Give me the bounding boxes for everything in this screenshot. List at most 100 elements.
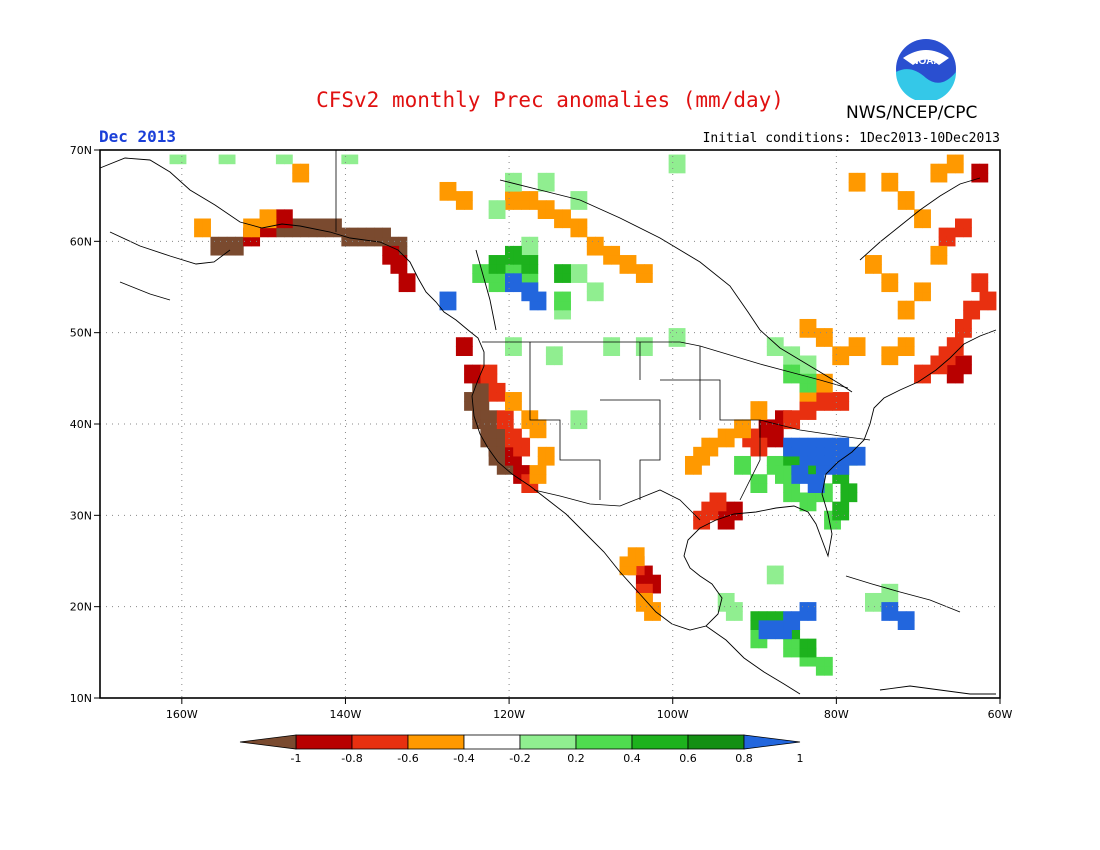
anomaly-cell-orange-dry [815,382,825,393]
latitude-labels: 70N 60N 50N 40N 30N 20N 10N [70,144,100,705]
anomaly-cell-green [799,382,809,393]
anomaly-cell-orange-red [963,227,972,238]
anomaly-cell-orange-red [709,501,719,512]
anomaly-cell-dark-green [554,264,563,274]
anomaly-cell-west-coast-dry [480,410,490,420]
anomaly-cell-west-red [464,373,473,384]
lat-label: 50N [70,327,92,340]
anomaly-cell-green [799,656,809,667]
anomaly-cell-orange-red [496,410,506,420]
anomaly-cell-alaska-dry [341,236,351,247]
colorbar-tick-label: 0.2 [567,752,585,765]
anomaly-cell-orange-red [946,337,956,347]
colorbar-tick-label: 0.8 [735,752,753,765]
anomaly-cell-orange-red [521,437,531,448]
anomaly-cell-orange-dry [513,191,522,201]
anomaly-cell-orange-dry [938,245,948,256]
anomaly-cell-orange-red [832,401,841,411]
lat-label: 10N [70,692,92,705]
anomaly-cell-light-green [799,355,809,366]
anomaly-cell-orange-dry [758,410,768,420]
anomaly-cell-orange-dry [611,245,621,256]
svg-text:NOAA: NOAA [911,56,940,67]
anomaly-cell-orange-dry [464,200,473,210]
anomaly-cell-west-red [505,455,514,466]
anomaly-cell-green [799,373,809,384]
anomaly-cell-orange-red [963,309,972,320]
anomaly-cell-west-coast-dry [472,392,481,402]
anomaly-cell-light-green [676,154,686,165]
lat-label: 60N [70,235,92,248]
anomaly-cell-green [815,656,825,667]
anomaly-cell-green [824,666,833,676]
anomaly-cell-light-green [570,200,580,210]
anomaly-cell-orange-dry [194,218,203,229]
anomaly-cell-orange-dry [824,337,833,347]
anomaly-cell-light-green [873,592,882,603]
anomaly-cell-blue-wet [766,629,776,640]
anomaly-cell-blue-wet [840,446,850,457]
anomaly-cell-dark-green [840,492,850,503]
anomaly-cell-green [791,364,801,375]
anomaly-cell-orange-dry [578,227,588,238]
anomaly-cell-orange-red [750,428,760,439]
anomaly-cell-west-red [275,218,285,229]
colorbar-high-arrow [743,734,801,750]
anomaly-cell-blue-wet [529,291,539,302]
anomaly-cell-light-green [513,172,522,183]
anomaly-cell-green [488,282,498,293]
colorbar-tick-label: -0.6 [397,752,418,765]
anomaly-cell-orange-dry [807,328,817,338]
anomaly-cell-orange-red [955,328,964,338]
anomaly-cell-green [783,474,792,484]
anomaly-cell-blue-wet [807,446,817,457]
anomaly-cell-orange-dry [537,465,547,475]
anomaly-cell-west-red [382,245,391,256]
anomaly-cell-orange-red [955,318,964,329]
anomaly-cell-orange-dry [292,172,301,183]
anomaly-cell-green [496,273,506,283]
anomaly-cell-west-coast-dry [472,410,481,420]
anomaly-cell-light-green [275,154,285,165]
anomaly-cell-orange-dry [856,337,866,347]
anomaly-cell-west-red [513,474,522,484]
anomaly-cell-orange-red [488,364,498,375]
anomaly-cell-orange-dry [905,200,915,210]
anomaly-cell-light-green [562,309,571,320]
anomaly-cell-blue-wet [505,273,514,283]
colorbar-swatch [687,734,745,750]
anomaly-cell-orange-dry [930,163,940,174]
anomaly-cell-orange-dry [562,218,571,229]
anomaly-cell-orange-dry [627,565,637,576]
anomaly-cell-blue-wet [799,455,809,466]
colorbar-swatch [295,734,353,750]
anomaly-cell-green [562,291,571,302]
anomaly-cell-orange-red [946,236,956,247]
anomaly-cell-orange-dry [865,264,874,274]
anomaly-cell-west-red [464,364,473,375]
anomaly-cell-orange-dry [521,191,531,201]
anomaly-cell-green [554,291,563,302]
anomaly-cell-orange-dry [194,227,203,238]
anomaly-cell-green [807,501,817,512]
anomaly-cell-orange-dry [881,172,891,183]
anomaly-cell-orange-red [979,273,989,283]
anomaly-cell-blue-wet [840,437,850,448]
anomaly-cell-green [824,492,833,503]
anomaly-cell-west-red [963,364,972,375]
anomaly-cell-green [815,666,825,676]
anomaly-cell-light-green [570,191,580,201]
anomaly-cell-dark-green [832,474,841,484]
anomaly-cell-orange-red [488,392,498,402]
anomaly-cell-dark-green [848,483,858,493]
anomaly-cell-orange-red [521,474,531,484]
anomaly-cell-west-coast-dry [488,428,498,439]
anomaly-cell-orange-dry [243,227,252,238]
anomaly-cell-light-green [578,273,588,283]
anomaly-cell-alaska-dry [357,236,367,247]
anomaly-cell-alaska-dry [325,227,334,238]
anomaly-cell-light-green [284,154,293,165]
anomaly-cell-orange-red [496,392,506,402]
anomaly-cell-west-red [979,163,989,174]
